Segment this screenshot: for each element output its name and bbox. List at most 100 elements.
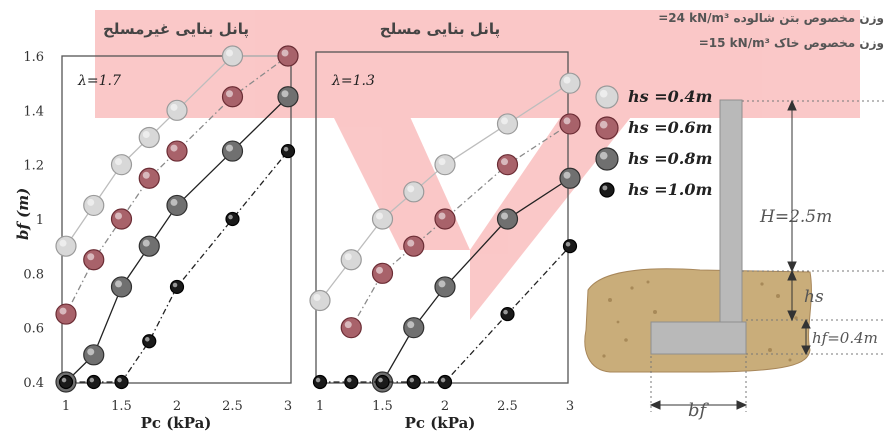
data-point	[434, 208, 456, 230]
panel-title: پانل بنایی مسلح	[380, 20, 500, 39]
series-layer	[309, 72, 581, 393]
x-tick-label: 3	[284, 399, 292, 414]
data-point	[114, 374, 129, 390]
panel-title: پانل بنایی غیرمسلح	[103, 20, 249, 39]
soil-weight-text: =15 kN/m³ وزن مخصوص خاک	[699, 36, 884, 51]
y-tick-label: 1.4	[23, 104, 44, 119]
y-tick-label: 0.6	[23, 322, 44, 337]
y-axis-label: bf (m)	[14, 188, 32, 240]
legend-marker	[595, 85, 619, 109]
legend-marker	[595, 116, 619, 140]
lambda-label: λ=1.7	[77, 73, 121, 89]
data-point	[83, 249, 105, 271]
x-axis-label: Pc (kPa)	[141, 414, 212, 432]
x-tick-label: 1	[316, 399, 324, 414]
panel-reinforced: پانل بنایی مسلح λ=1.3 1 1.5 2 2.5 3 Pc (kPa)	[309, 20, 581, 432]
data-point	[221, 86, 244, 108]
data-point	[280, 143, 296, 159]
data-point	[403, 235, 425, 257]
axis-ticks: 1 1.5 2 2.5 3	[316, 399, 574, 414]
legend-marker	[595, 147, 619, 171]
data-point	[110, 276, 133, 298]
watermark-stroke-2	[470, 30, 700, 320]
data-point	[309, 289, 331, 312]
data-point	[371, 208, 394, 230]
dimension-arrows	[649, 99, 811, 410]
legend-item: hs =0.6m	[595, 116, 712, 140]
data-point	[110, 154, 133, 176]
x-tick-label: 3	[566, 399, 574, 414]
y-tick-label: 0.4	[23, 376, 44, 391]
legend-item: hs =0.4m	[595, 85, 712, 109]
data-point	[340, 249, 362, 271]
data-point	[169, 279, 185, 295]
data-point	[83, 344, 105, 366]
wall-footing	[650, 321, 747, 355]
bf-label: bf	[688, 400, 710, 421]
data-point	[312, 374, 328, 390]
soil-texture	[602, 280, 798, 362]
data-point	[277, 45, 299, 67]
data-point	[58, 374, 74, 390]
y-tick-label: 1.2	[23, 159, 44, 174]
legend-marker	[599, 182, 615, 198]
series-line	[65, 96, 289, 383]
axis-ticks: 1 1.5 2 2.5 3 0.4 0.6 0.8 1 1.2 1.4 1.6	[23, 50, 292, 414]
data-point	[406, 374, 421, 390]
lambda-label: λ=1.3	[331, 73, 375, 89]
series-line	[350, 123, 571, 328]
data-point	[55, 303, 77, 325]
legend: hs =0.4m hs =0.6m hs =0.8m hs =1.0m	[595, 85, 712, 199]
data-point	[221, 45, 244, 67]
data-point	[83, 194, 105, 217]
legend-item: hs =0.8m	[595, 147, 712, 171]
data-point	[437, 374, 453, 390]
data-point	[55, 235, 77, 257]
x-tick-label: 2	[173, 399, 181, 414]
height-label: H=2.5m	[759, 207, 832, 227]
concrete-weight-text: =24 kN/m³ وزن مخصوص بتن شالوده	[658, 11, 884, 26]
y-tick-label: 0.8	[23, 267, 44, 282]
data-point	[500, 306, 515, 322]
hf-label: hf=0.4m	[812, 329, 878, 347]
data-point	[344, 374, 359, 390]
data-point	[559, 72, 581, 94]
data-point	[403, 317, 425, 339]
legend-label: hs =0.6m	[628, 118, 712, 137]
reference-lines	[650, 100, 885, 412]
x-tick-label: 2.5	[497, 399, 518, 414]
data-point	[434, 154, 456, 176]
wall-stem	[719, 99, 743, 326]
x-tick-label: 1.5	[111, 399, 132, 414]
data-point	[562, 239, 578, 254]
legend-label: hs =1.0m	[628, 180, 712, 199]
panel-frame	[61, 55, 292, 384]
y-tick-label: 1	[36, 213, 44, 228]
y-tick-label: 1.6	[23, 50, 44, 65]
x-tick-label: 1	[62, 399, 70, 414]
legend-label: hs =0.8m	[628, 149, 712, 168]
data-point	[166, 140, 188, 162]
x-axis-label: Pc (kPa)	[405, 414, 476, 432]
legend-label: hs =0.4m	[628, 87, 712, 106]
data-point	[375, 374, 390, 390]
x-tick-label: 1.5	[372, 399, 393, 414]
data-point	[403, 181, 425, 203]
data-point	[559, 167, 581, 189]
data-point	[166, 99, 188, 121]
x-tick-label: 2.5	[222, 399, 243, 414]
data-point	[371, 262, 394, 284]
data-point	[434, 276, 456, 298]
panel-unreinforced: پانل بنایی غیرمسلح λ=1.7 1 1.5 2 2.5 3 0.4 0.6…	[14, 20, 299, 432]
data-point	[138, 126, 160, 149]
watermark-stroke-1	[300, 50, 470, 250]
data-point	[86, 374, 101, 390]
hs-label: hs	[804, 287, 824, 307]
series-layer	[55, 45, 299, 393]
data-point	[340, 317, 362, 339]
soil-mass	[584, 268, 812, 373]
data-point	[138, 167, 160, 189]
data-point	[142, 334, 157, 349]
